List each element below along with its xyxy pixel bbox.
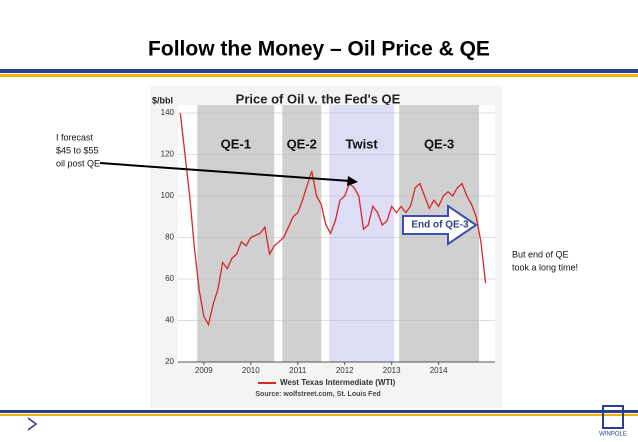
x-tick-label: 2010 (242, 366, 260, 375)
y-tick-label: 20 (165, 357, 174, 366)
annotation: $45 to $55 (56, 145, 99, 155)
logo-icon (602, 405, 624, 429)
rule-gold (0, 74, 638, 77)
forecast-arrow (99, 162, 351, 182)
source: Source: wolfstreet.com, St. Louis Fed (255, 391, 380, 398)
y-tick-label: 120 (161, 150, 175, 159)
y-axis-label: $/bbl (152, 95, 173, 105)
qe-label: QE-2 (287, 136, 317, 151)
qe-region (329, 105, 395, 362)
nav-arrow (27, 417, 38, 431)
y-tick-label: 140 (161, 108, 175, 117)
forecast-arrowhead (347, 176, 358, 186)
annotation: But end of QE (512, 249, 569, 259)
qe3-arrow (402, 204, 478, 246)
data-line (179, 112, 487, 327)
legend-label: West Texas Intermediate (WTI) (280, 378, 396, 387)
y-tick-label: 100 (161, 191, 175, 200)
x-tick-label: 2012 (336, 366, 354, 375)
x-tick-label: 2014 (430, 366, 448, 375)
qe3-arrow-label: End of QE-3 (411, 220, 469, 231)
y-tick-label: 60 (165, 274, 174, 283)
y-tick-label: 80 (165, 233, 174, 242)
annotation: took a long time! (512, 262, 578, 272)
x-tick-label: 2013 (383, 366, 401, 375)
x-tick-label: 2009 (195, 366, 213, 375)
slide-title: Follow the Money – Oil Price & QE (148, 38, 490, 61)
annotation: oil post QE (56, 158, 100, 168)
chart-title: Price of Oil v. the Fed's QE (236, 91, 401, 106)
annotation: I forecast (56, 132, 94, 142)
rule-blue-bottom (0, 410, 638, 413)
x-tick-label: 2011 (289, 366, 307, 375)
rule-gold-bottom (0, 414, 638, 416)
rule-blue (0, 69, 638, 73)
qe-label: QE-3 (424, 136, 454, 151)
qe-region (282, 105, 322, 362)
logo-text: WINPOLE (599, 432, 627, 438)
y-tick-label: 40 (165, 316, 174, 325)
qe-label: QE-1 (221, 136, 251, 151)
qe-label: Twist (345, 136, 378, 151)
